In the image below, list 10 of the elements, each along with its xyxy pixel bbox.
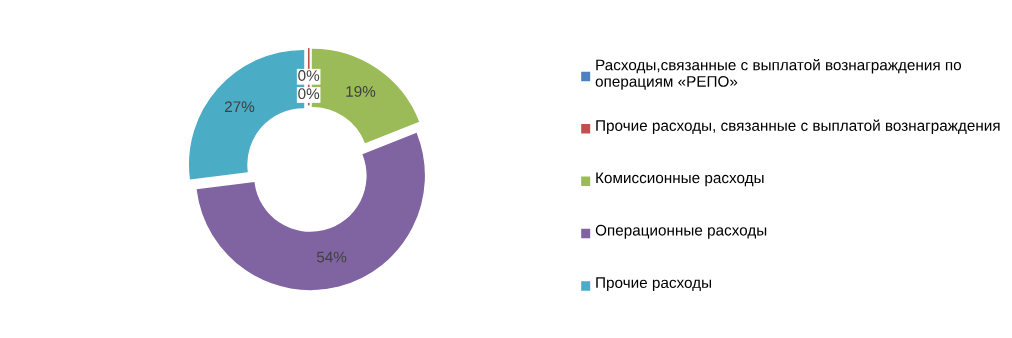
data-label: 27% xyxy=(224,101,255,113)
text: 0% xyxy=(298,70,320,81)
legend-label: Операционные расходы xyxy=(595,224,767,239)
legend-label: Прочие расходы, связанные с выплатой вознаграждения xyxy=(596,119,1000,134)
legend-label: Комиссионные расходы xyxy=(596,172,764,187)
legend-label: Расходы,связанные с выплатой вознаграждения по операциям «РЕПО» xyxy=(595,58,962,90)
data-label: 19% xyxy=(346,86,376,97)
data-label: 54% xyxy=(316,251,347,263)
legend-label: Прочие расходы xyxy=(596,277,712,292)
text: 0% xyxy=(298,88,320,100)
